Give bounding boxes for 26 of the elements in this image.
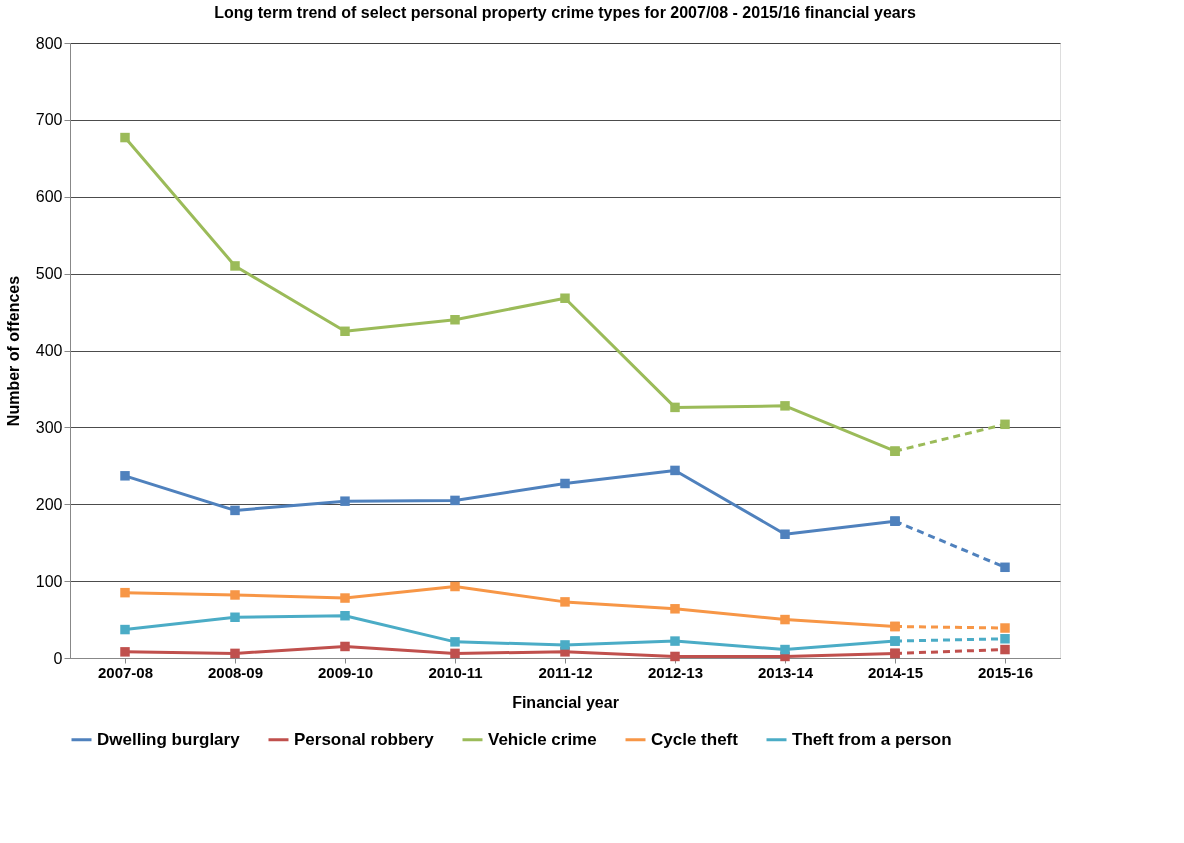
y-tick-label: 100 [35, 572, 63, 590]
x-tick-label: 2015-16 [977, 663, 1034, 681]
legend-label: Dwelling burglary [97, 729, 241, 749]
y-tick-label: 400 [35, 342, 63, 359]
y-tick-label: 700 [35, 111, 63, 129]
chart-title: Long term trend of select personal property crime types for 2007/08 - 2015/16 financial years [214, 4, 916, 21]
x-tick-label: 2014-15 [867, 663, 924, 681]
legend-label: Cycle theft [651, 729, 739, 749]
y-axis-title: Number of offences [4, 275, 22, 427]
x-axis-title: Financial year [512, 693, 619, 711]
x-tick-label: 2012-13 [647, 663, 704, 681]
y-tick-label: 300 [35, 418, 63, 436]
y-tick-label: 600 [35, 188, 63, 206]
x-tick-label: 2010-11 [428, 663, 483, 681]
x-tick-label: 2008-09 [207, 663, 264, 681]
x-tick-label: 2013-14 [757, 663, 814, 681]
x-tick-label: 2007-08 [97, 663, 154, 681]
legend-label: Vehicle crime [488, 729, 597, 749]
y-tick-label: 800 [35, 34, 63, 52]
y-tick-label: 200 [35, 495, 63, 513]
y-tick-label: 0 [53, 649, 63, 667]
legend-label: Personal robbery [294, 729, 435, 749]
y-tick-label: 500 [35, 265, 63, 283]
x-tick-label: 2009-10 [317, 663, 374, 681]
x-tick-label: 2011-12 [538, 663, 593, 681]
legend-label: Theft from a person [792, 729, 952, 749]
